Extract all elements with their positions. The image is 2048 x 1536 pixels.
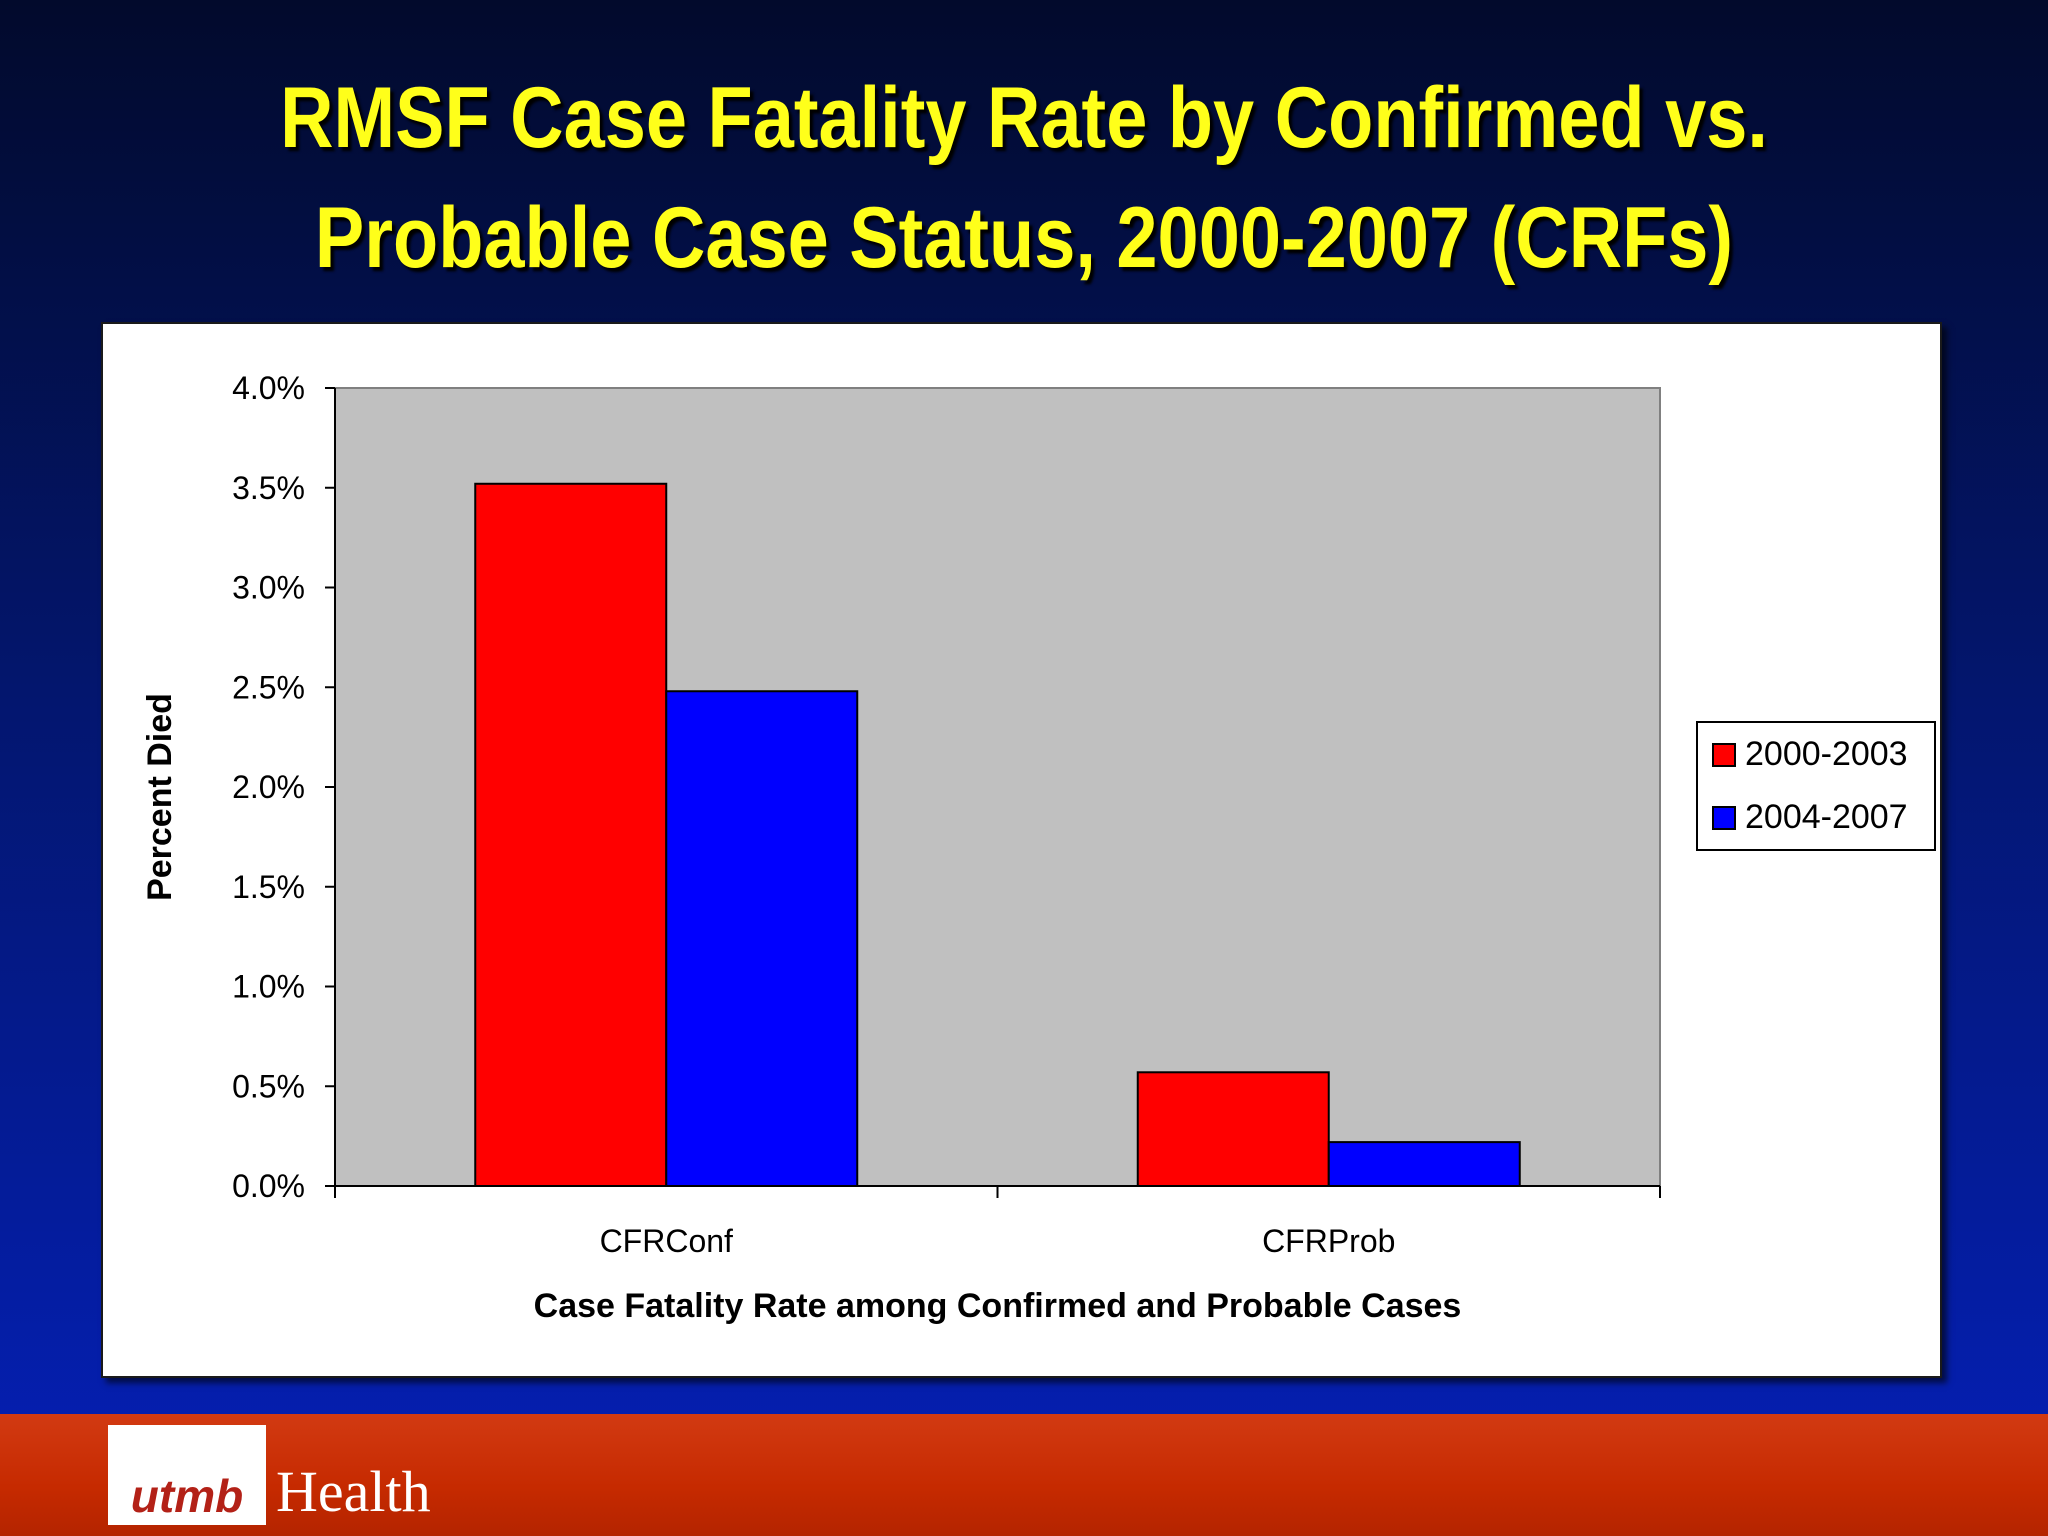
y-tick-label: 2.0% [232, 769, 305, 805]
bar-CFRConf-2000-2003 [474, 482, 668, 1187]
y-tick-label: 2.5% [232, 669, 305, 705]
y-tick-label: 1.0% [232, 969, 305, 1005]
slide-title: RMSF Case Fatality Rate by Confirmed vs.… [143, 58, 1904, 298]
legend-label: 2000-2003 [1745, 735, 1908, 773]
y-tick-label: 3.5% [232, 470, 305, 506]
x-tick-label: CFRProb [1262, 1223, 1395, 1259]
legend-swatch [1712, 806, 1736, 830]
y-tick-label: 4.0% [232, 370, 305, 406]
footer-bar [0, 1414, 2048, 1536]
utmb-logo: utmb [108, 1425, 266, 1525]
slide-title-line1: RMSF Case Fatality Rate by Confirmed vs. [280, 70, 1768, 166]
bar-chart: 0.0% 0.5% 1.0% 1.5% 2.0% 2.5% 3.0% 3.5% 4.0% CFRC… [141, 370, 1936, 1325]
y-axis-title: Percent Died [141, 693, 179, 901]
x-axis-title: Case Fatality Rate among Confirmed and P… [534, 1287, 1462, 1325]
y-tick-label: 0.0% [232, 1168, 305, 1204]
logo-health-text: Health [276, 1459, 431, 1524]
bar-CFRConf-2004-2007 [665, 690, 859, 1187]
legend-box [1696, 721, 1936, 851]
legend-label: 2004-2007 [1745, 798, 1908, 836]
legend-swatch [1712, 743, 1736, 767]
logo-text: utmb [130, 1470, 244, 1522]
bar-CFRProb-2004-2007 [1327, 1141, 1521, 1187]
y-tick-label: 0.5% [232, 1068, 305, 1104]
slide-title-line2: Probable Case Status, 2000-2007 (CRFs) [314, 190, 1734, 286]
chart-panel: 0.0% 0.5% 1.0% 1.5% 2.0% 2.5% 3.0% 3.5% 4.0% CFRC… [101, 322, 1942, 1378]
y-tick-label: 1.5% [232, 869, 305, 905]
y-tick-label: 3.0% [232, 570, 305, 606]
x-tick-label: CFRConf [600, 1223, 733, 1259]
bar-CFRProb-2000-2003 [1136, 1071, 1330, 1187]
